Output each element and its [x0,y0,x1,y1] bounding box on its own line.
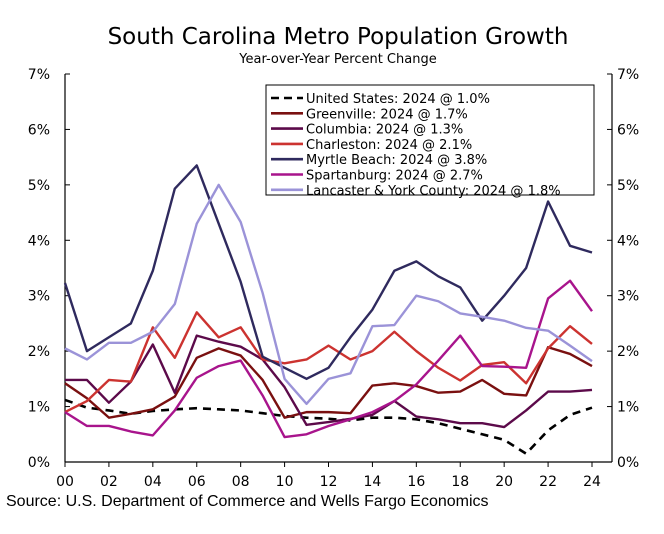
y-tick-label: 4% [28,233,50,249]
y-tick-label: 2% [28,344,50,360]
y-tick-label: 7% [28,67,50,83]
x-tick-label: 20 [495,474,513,490]
legend-label: Charleston: 2024 @ 2.1% [306,138,472,153]
x-tick-label: 04 [144,474,162,490]
legend-label: Greenville: 2024 @ 1.7% [306,107,468,122]
legend-label: Columbia: 2024 @ 1.3% [306,123,463,138]
chart-title: South Carolina Metro Population Growth [108,24,569,50]
series-line-2 [65,334,593,429]
x-tick-label: 02 [100,474,118,490]
x-tick-label: 10 [276,474,294,490]
x-tick-label: 00 [56,474,74,490]
x-tick-label: 14 [364,474,382,490]
chart-subtitle: Year-over-Year Percent Change [238,52,436,67]
x-tick-label: 08 [232,474,250,490]
source-note: Source: U.S. Department of Commerce and … [6,493,489,510]
x-tick-label: 16 [407,474,425,490]
y-tick-label: 5% [28,178,50,194]
y-tick-label-right: 7% [617,67,639,83]
legend-label: Lancaster & York County: 2024 @ 1.8% [306,184,561,199]
y-tick-label: 6% [28,122,50,138]
series-line-1 [64,346,593,419]
y-tick-label-right: 1% [617,400,639,416]
y-tick-label: 1% [28,400,50,416]
y-tick-label-right: 2% [617,344,639,360]
y-tick-label: 3% [28,289,50,305]
y-tick-label: 0% [28,455,50,471]
y-tick-label-right: 3% [617,289,639,305]
legend-label: Spartanburg: 2024 @ 2.7% [306,169,483,184]
series-line-4 [63,164,593,381]
series-line-0 [64,398,593,455]
legend-label: United States: 2024 @ 1.0% [306,92,490,107]
series-line-3 [64,311,593,414]
y-tick-label-right: 6% [617,122,639,138]
series-line-5 [64,279,593,439]
legend-label: Myrtle Beach: 2024 @ 3.8% [306,153,487,168]
x-tick-label: 12 [320,474,338,490]
y-tick-label-right: 0% [617,455,639,471]
x-tick-label: 18 [451,474,469,490]
series-line-6 [64,183,593,405]
y-tick-label-right: 4% [617,233,639,249]
x-tick-label: 06 [188,474,206,490]
x-tick-label: 22 [539,474,557,490]
x-tick-label: 24 [583,474,601,490]
y-tick-label-right: 5% [617,178,639,194]
legend-box [265,84,595,196]
